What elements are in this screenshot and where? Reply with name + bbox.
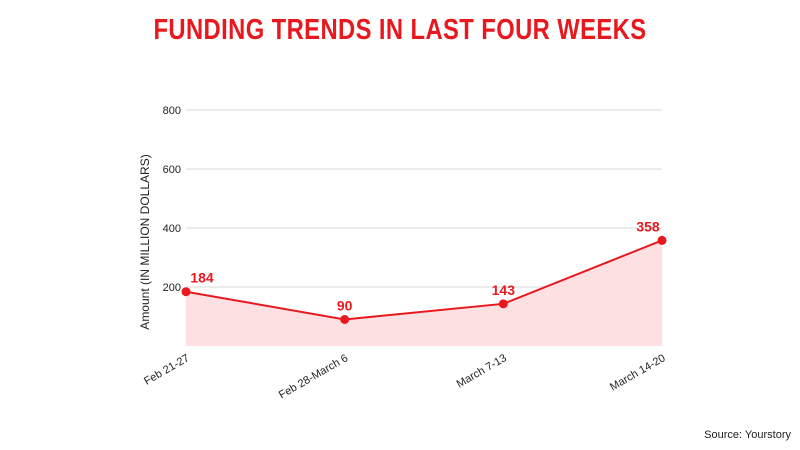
data-label: 358 xyxy=(636,218,660,234)
x-tick-label: Feb 28-March 6 xyxy=(277,352,350,401)
data-point xyxy=(181,287,191,297)
data-label: 143 xyxy=(492,282,516,298)
source-note: Source: Yourstory xyxy=(704,429,791,441)
y-axis-ticks: 200 400 600 800 xyxy=(163,105,181,294)
x-tick-label: March 7-13 xyxy=(455,352,509,390)
y-tick-label: 600 xyxy=(163,164,181,176)
chart-title: FUNDING TRENDS IN LAST FOUR WEEKS xyxy=(153,14,647,46)
data-labels: 184 90 143 358 xyxy=(190,218,660,313)
data-label: 184 xyxy=(190,270,214,286)
x-axis-ticks: Feb 21-27 Feb 28-March 6 March 7-13 March 1… xyxy=(142,352,667,401)
y-tick-label: 800 xyxy=(163,105,181,117)
data-point xyxy=(657,235,667,245)
data-points xyxy=(181,235,667,324)
y-tick-label: 400 xyxy=(163,223,181,235)
area-fill xyxy=(186,240,662,346)
series-line xyxy=(185,239,663,321)
data-point xyxy=(498,299,508,309)
data-label: 90 xyxy=(337,297,353,313)
x-tick-label: March 14-20 xyxy=(608,352,667,393)
y-axis-label: Amount (IN MILLION DOLLARS) xyxy=(138,154,152,329)
y-tick-label: 200 xyxy=(163,282,181,294)
data-point xyxy=(340,314,350,324)
x-tick-label: Feb 21-27 xyxy=(142,352,191,387)
grid-lines xyxy=(186,109,662,288)
